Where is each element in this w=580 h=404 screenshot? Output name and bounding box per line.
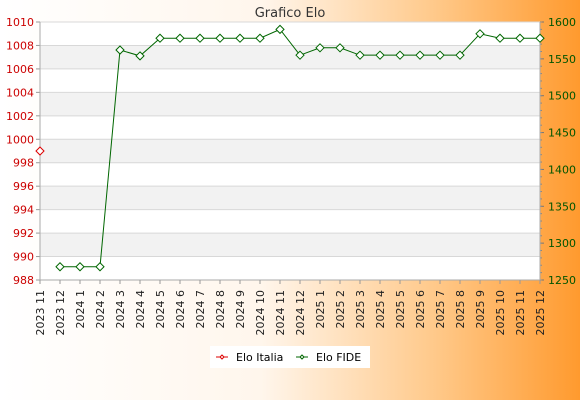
- x-axis-tick-label: 2024 12: [294, 290, 307, 336]
- x-axis-tick-label: 2024 10: [254, 290, 267, 336]
- grid-band: [40, 186, 540, 210]
- x-axis-tick-label: 2025 8: [454, 290, 467, 329]
- data-point: [475, 29, 485, 39]
- x-axis-tick-label: 2024 2: [94, 290, 107, 329]
- grid-band: [40, 92, 540, 116]
- data-point: [115, 45, 125, 55]
- x-axis-tick-label: 2024 6: [174, 290, 187, 329]
- x-axis-tick-label: 2024 8: [214, 290, 227, 329]
- data-point: [95, 262, 105, 272]
- legend-marker: [299, 354, 305, 360]
- data-point: [415, 50, 425, 60]
- data-point: [435, 50, 445, 60]
- data-point: [355, 50, 365, 60]
- x-axis-tick-label: 2025 11: [514, 290, 527, 336]
- data-point: [75, 262, 85, 272]
- left-axis-tick-label: 992: [13, 227, 34, 240]
- x-axis-tick-label: 2025 4: [374, 290, 387, 329]
- x-axis-tick-label: 2024 11: [274, 290, 287, 336]
- x-axis-tick-label: 2024 7: [194, 290, 207, 329]
- x-axis-tick-label: 2025 10: [494, 290, 507, 336]
- right-axis-tick-label: 1600: [548, 16, 576, 29]
- x-axis-tick-label: 2023 12: [54, 290, 67, 336]
- data-point: [315, 43, 325, 53]
- right-axis-tick-label: 1350: [548, 200, 576, 213]
- left-axis-tick-label: 1000: [6, 133, 34, 146]
- data-point: [215, 33, 225, 43]
- right-axis-tick-label: 1550: [548, 53, 576, 66]
- grid-band: [40, 233, 540, 257]
- left-axis-tick-label: 990: [13, 251, 34, 264]
- data-point: [155, 33, 165, 43]
- data-point: [55, 262, 65, 272]
- left-axis-tick-label: 1008: [6, 39, 34, 52]
- grid-lines: [40, 21, 540, 281]
- right-axis-tick-label: 1300: [548, 237, 576, 250]
- left-axis-tick-label: 994: [13, 204, 34, 217]
- data-point: [375, 50, 385, 60]
- series-group: [35, 24, 545, 272]
- x-axis-tick-label: 2025 2: [334, 290, 347, 329]
- x-axis-tick-label: 2025 1: [314, 290, 327, 329]
- x-axis-tick-label: 2024 5: [154, 290, 167, 329]
- left-axis-tick-label: 1010: [6, 16, 34, 29]
- x-axis-tick-label: 2025 3: [354, 290, 367, 329]
- data-point: [455, 50, 465, 60]
- x-axis-tick-label: 2024 9: [234, 290, 247, 329]
- left-axis-tick-label: 988: [13, 274, 34, 287]
- chart-title: Grafico Elo: [255, 6, 326, 21]
- x-axis-tick-label: 2024 4: [134, 290, 147, 329]
- legend-label: Elo Italia: [236, 351, 283, 364]
- legend-marker: [219, 354, 225, 360]
- data-point: [35, 146, 45, 156]
- left-axis-tick-label: 1002: [6, 110, 34, 123]
- data-point: [495, 33, 505, 43]
- x-axis-tick-label: 2025 9: [474, 290, 487, 329]
- x-axis-tick-label: 2025 7: [434, 290, 447, 329]
- data-point: [135, 51, 145, 61]
- data-point: [335, 43, 345, 53]
- x-axis-tick-label: 2024 1: [74, 290, 87, 329]
- legend: Elo Italia Elo FIDE: [210, 346, 370, 368]
- left-axis-tick-label: 996: [13, 180, 34, 193]
- x-axis-tick-label: 2023 11: [34, 290, 47, 336]
- data-point: [275, 24, 285, 35]
- right-axis-tick-label: 1400: [548, 163, 576, 176]
- data-point: [175, 33, 185, 43]
- x-axis-tick-label: 2025 5: [394, 290, 407, 329]
- right-axis-tick-label: 1250: [548, 274, 576, 287]
- left-axis-tick-label: 1006: [6, 63, 34, 76]
- grid-band: [40, 139, 540, 163]
- right-axis-tick-label: 1450: [548, 127, 576, 140]
- data-point: [195, 33, 205, 43]
- data-point: [395, 50, 405, 60]
- legend-label: Elo FIDE: [316, 351, 361, 364]
- data-point: [255, 33, 265, 43]
- data-point: [515, 33, 525, 43]
- data-point: [235, 33, 245, 43]
- x-axis-tick-label: 2025 12: [534, 290, 547, 336]
- axes: 988 990 992 994 996 998 1000 1002 1004 1006 1008 10…: [6, 16, 576, 336]
- x-axis-tick-label: 2024 3: [114, 290, 127, 329]
- data-point: [295, 50, 305, 60]
- data-point: [535, 33, 545, 43]
- right-axis-tick-label: 1500: [548, 90, 576, 103]
- grid-band: [40, 45, 540, 69]
- legend-box: [210, 346, 370, 368]
- left-axis-tick-label: 998: [13, 157, 34, 170]
- left-axis-tick-label: 1004: [6, 86, 34, 99]
- x-axis-tick-label: 2025 6: [414, 290, 427, 329]
